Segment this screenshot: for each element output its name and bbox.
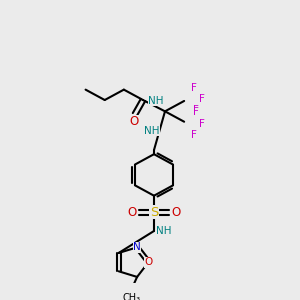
Text: CH₃: CH₃ [122,293,140,300]
Text: F: F [193,105,199,116]
Text: N: N [133,242,141,252]
Text: F: F [191,83,197,93]
Text: NH: NH [156,226,172,236]
Text: O: O [144,257,153,267]
Text: NH: NH [144,126,159,136]
Text: F: F [199,118,205,129]
Text: O: O [127,206,136,219]
Text: F: F [191,130,197,140]
Text: F: F [199,94,205,104]
Text: O: O [172,206,181,219]
Text: F: F [193,107,199,117]
Text: O: O [129,115,139,128]
Text: NH: NH [148,96,164,106]
Text: S: S [150,206,158,219]
